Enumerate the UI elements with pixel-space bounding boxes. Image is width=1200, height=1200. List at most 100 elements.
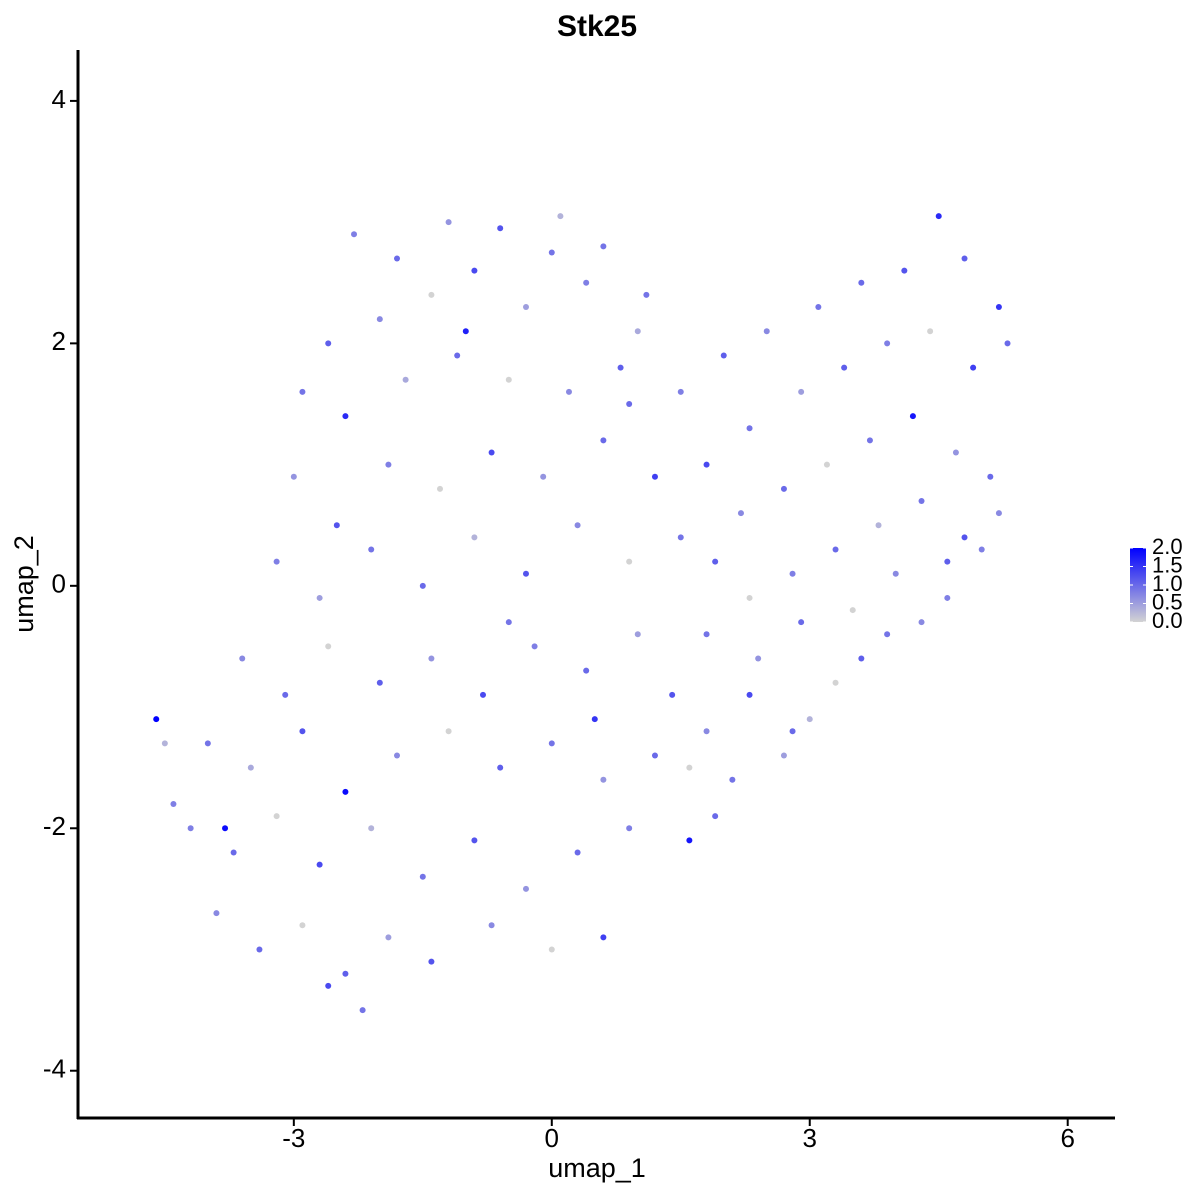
point <box>394 752 401 759</box>
point <box>600 776 607 783</box>
point <box>402 376 409 383</box>
point <box>565 388 572 395</box>
point <box>419 873 426 880</box>
point <box>316 594 323 601</box>
point <box>634 328 641 335</box>
point <box>299 728 306 735</box>
point <box>540 473 547 480</box>
point <box>522 885 529 892</box>
point <box>299 922 306 929</box>
point <box>927 328 934 335</box>
point <box>789 728 796 735</box>
point <box>686 764 693 771</box>
point <box>961 255 968 262</box>
point <box>798 619 805 626</box>
point <box>548 946 555 953</box>
point <box>832 546 839 553</box>
point <box>359 1007 366 1014</box>
point <box>376 679 383 686</box>
point <box>471 267 478 274</box>
point <box>333 522 340 529</box>
point <box>806 716 813 723</box>
point <box>368 546 375 553</box>
point <box>909 413 916 420</box>
point <box>841 364 848 371</box>
point <box>385 934 392 941</box>
point <box>548 740 555 747</box>
point <box>755 655 762 662</box>
point <box>299 388 306 395</box>
point <box>368 825 375 832</box>
point <box>230 849 237 856</box>
y-tick-label: 0 <box>52 569 66 599</box>
point <box>617 364 624 371</box>
point <box>591 716 598 723</box>
point <box>548 249 555 256</box>
point <box>479 691 486 698</box>
point <box>222 825 229 832</box>
y-tick-label: 2 <box>52 326 66 356</box>
point <box>626 400 633 407</box>
point <box>325 340 332 347</box>
x-axis-label: umap_1 <box>548 1153 646 1183</box>
point <box>471 837 478 844</box>
y-axis-label: umap_2 <box>9 535 39 633</box>
point <box>703 461 710 468</box>
point <box>153 716 160 723</box>
point <box>823 461 830 468</box>
colorbar-tick-label: 2.0 <box>1152 534 1183 559</box>
point <box>901 267 908 274</box>
point <box>677 534 684 541</box>
point <box>737 510 744 517</box>
point <box>600 437 607 444</box>
point <box>780 752 787 759</box>
point <box>600 934 607 941</box>
point <box>600 243 607 250</box>
point <box>273 558 280 565</box>
colorbar-tick-label: 0.5 <box>1152 589 1183 614</box>
point <box>385 461 392 468</box>
point <box>961 534 968 541</box>
point <box>703 728 710 735</box>
point <box>944 558 951 565</box>
chart-title: Stk25 <box>557 10 637 43</box>
point <box>712 813 719 820</box>
point <box>763 328 770 335</box>
point <box>995 303 1002 310</box>
point <box>497 225 504 232</box>
point <box>342 970 349 977</box>
point <box>583 279 590 286</box>
point <box>892 570 899 577</box>
point <box>256 946 263 953</box>
point <box>488 922 495 929</box>
point <box>454 352 461 359</box>
point <box>394 255 401 262</box>
point <box>342 413 349 420</box>
point <box>419 582 426 589</box>
point <box>686 837 693 844</box>
point <box>858 655 865 662</box>
point <box>583 667 590 674</box>
colorbar <box>1130 548 1146 622</box>
point <box>462 328 469 335</box>
point <box>849 607 856 614</box>
point <box>970 364 977 371</box>
point <box>213 910 220 917</box>
point <box>325 643 332 650</box>
point <box>239 655 246 662</box>
point <box>428 655 435 662</box>
point <box>437 485 444 492</box>
point <box>626 558 633 565</box>
x-tick-label: 0 <box>545 1123 559 1153</box>
y-tick-label: 4 <box>52 84 66 114</box>
point <box>952 449 959 456</box>
point <box>170 801 177 808</box>
point <box>325 982 332 989</box>
point <box>342 788 349 795</box>
x-tick-label: 3 <box>803 1123 817 1153</box>
point <box>505 376 512 383</box>
point <box>505 619 512 626</box>
point <box>832 679 839 686</box>
point <box>204 740 211 747</box>
